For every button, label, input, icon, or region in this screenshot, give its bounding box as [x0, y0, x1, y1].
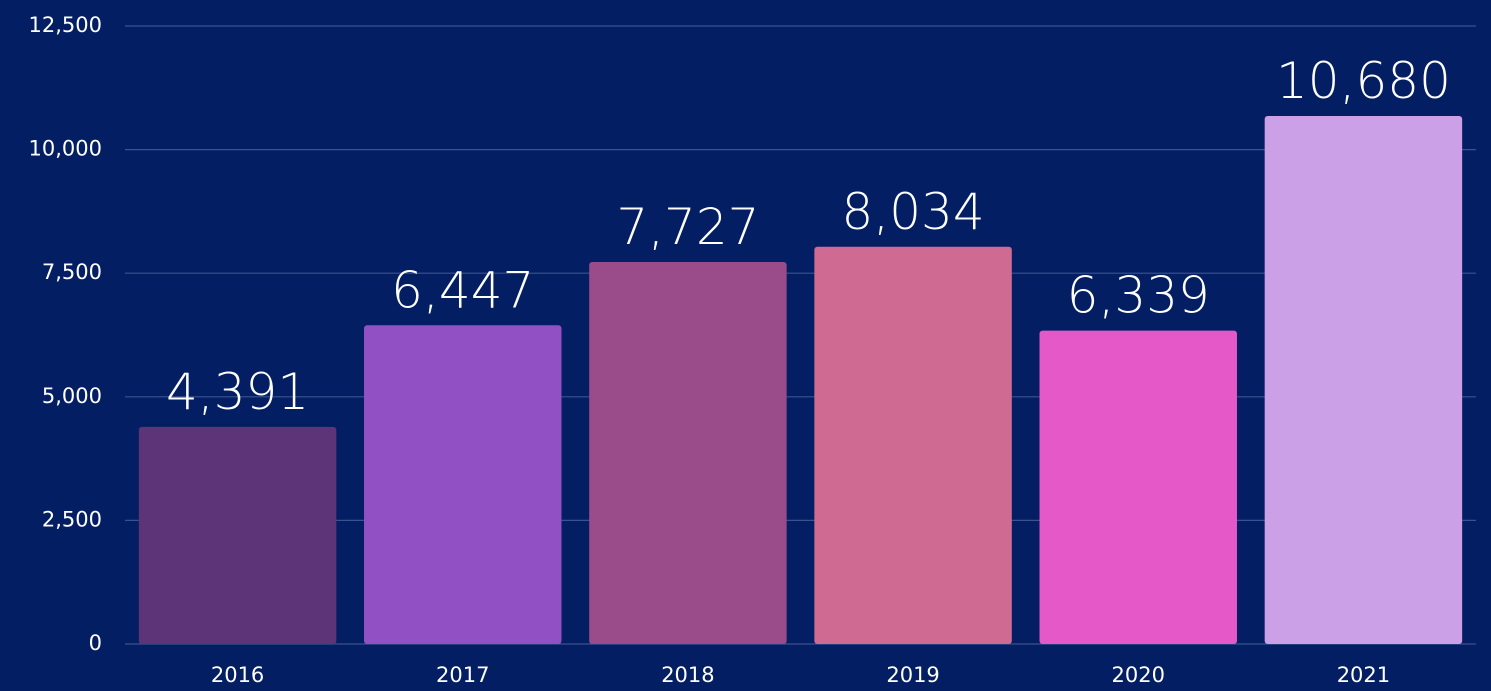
x-tick-label: 2019	[886, 663, 939, 687]
y-tick-label: 2,500	[42, 507, 102, 531]
bar	[1264, 115, 1463, 645]
x-tick-label: 2016	[211, 663, 264, 687]
x-tick-label: 2021	[1337, 663, 1390, 687]
data-label: 6,339	[1067, 267, 1210, 325]
data-label: 6,447	[391, 261, 534, 319]
x-tick-label: 2020	[1112, 663, 1165, 687]
y-tick-label: 0	[89, 631, 102, 655]
y-tick-label: 12,500	[29, 13, 102, 37]
y-tick-label: 5,000	[42, 384, 102, 408]
y-tick-label: 10,000	[29, 137, 102, 161]
data-label: 7,727	[616, 198, 759, 256]
data-label: 10,680	[1276, 52, 1451, 110]
x-tick-label: 2017	[436, 663, 489, 687]
data-label: 8,034	[842, 183, 985, 241]
bar	[814, 246, 1012, 644]
bar	[364, 325, 562, 644]
bar	[138, 426, 337, 644]
y-tick-label: 7,500	[42, 260, 102, 284]
bar	[589, 261, 787, 644]
bar	[1039, 330, 1237, 644]
x-tick-label: 2018	[661, 663, 714, 687]
data-label: 4,391	[166, 363, 309, 421]
